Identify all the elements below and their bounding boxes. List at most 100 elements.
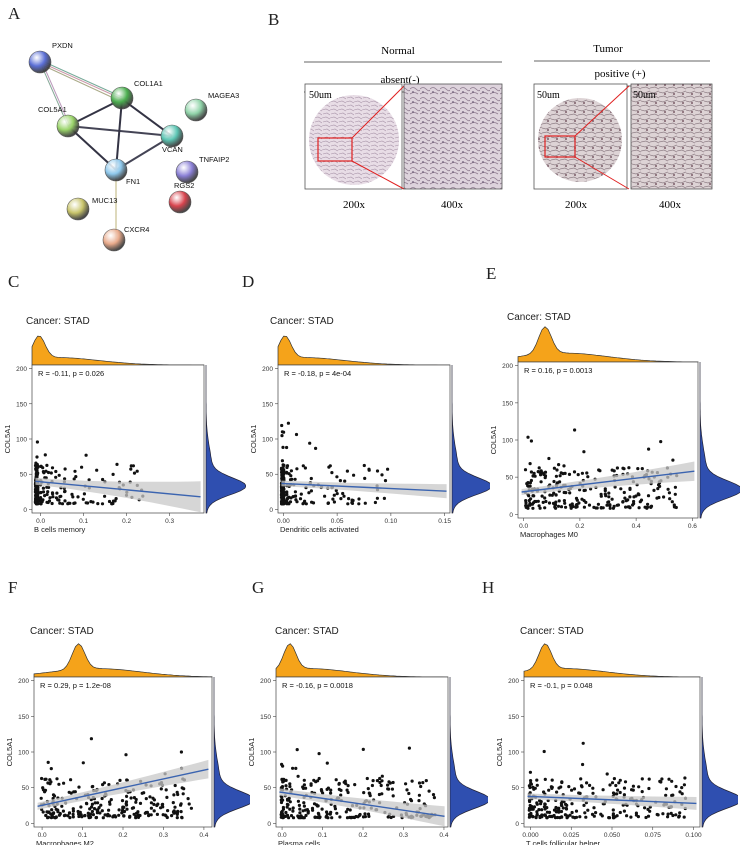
chart-e-point bbox=[529, 470, 533, 474]
chart-e-point bbox=[540, 471, 544, 475]
chart-f-point bbox=[179, 750, 183, 754]
chart-f-point bbox=[48, 782, 52, 786]
chart-e-point bbox=[526, 435, 530, 439]
chart-f-point bbox=[134, 800, 138, 804]
chart-h-point bbox=[622, 786, 627, 790]
chart-c-point bbox=[34, 499, 38, 504]
chart-d-point bbox=[301, 464, 305, 468]
chart-f-point bbox=[55, 777, 59, 781]
chart-h-point bbox=[529, 781, 533, 785]
chart-h-point bbox=[542, 749, 546, 754]
chart-g-point bbox=[344, 810, 348, 814]
chart-f-point bbox=[88, 815, 92, 820]
chart-g-point bbox=[346, 790, 350, 795]
chart-g-xtick-label: 0.2 bbox=[358, 832, 367, 839]
chart-e-point bbox=[536, 470, 540, 474]
network-node-ball-tnfaip2 bbox=[175, 160, 199, 184]
chart-h-xtick-label: 0.050 bbox=[604, 832, 621, 839]
chart-e-point bbox=[595, 506, 599, 510]
chart-f-point bbox=[61, 809, 65, 813]
chart-h-ytick-label: 200 bbox=[508, 678, 519, 685]
chart-g-point bbox=[409, 797, 413, 802]
chart-g-point bbox=[421, 781, 425, 785]
chart-d-point bbox=[286, 421, 290, 425]
chart-d-point bbox=[352, 473, 356, 477]
chart-e-point bbox=[621, 466, 625, 470]
ihc-tumor-400x bbox=[630, 83, 713, 190]
chart-f-point bbox=[173, 805, 177, 809]
chart-c-point bbox=[63, 477, 67, 481]
chart-f-points bbox=[39, 737, 193, 820]
chart-g-point bbox=[375, 779, 379, 783]
chart-e-point bbox=[646, 494, 651, 498]
chart-f-point bbox=[88, 807, 92, 811]
chart-h-regression-line bbox=[527, 795, 697, 805]
chart-h-point bbox=[574, 809, 579, 813]
chart-c-point bbox=[114, 497, 118, 501]
chart-f-point bbox=[165, 815, 169, 820]
chart-c-point bbox=[45, 463, 49, 467]
chart-f-point bbox=[69, 778, 73, 782]
chart-e-point bbox=[548, 493, 552, 497]
chart-f-point bbox=[89, 737, 93, 741]
chart-d-point bbox=[367, 467, 371, 471]
ihc-tumor-zoom-box bbox=[544, 135, 576, 158]
chart-g-point bbox=[280, 812, 284, 816]
chart-c-ytick-label: 0 bbox=[23, 507, 27, 514]
chart-g-point bbox=[280, 795, 284, 799]
chart-g-point bbox=[306, 811, 310, 815]
network-node-label-vcan: VCAN bbox=[162, 145, 183, 154]
chart-h-point bbox=[527, 808, 531, 812]
chart-d-ytick-label: 50 bbox=[266, 472, 274, 479]
chart-d-point bbox=[375, 496, 379, 500]
chart-e-ytick-label: 100 bbox=[502, 438, 513, 445]
chart-f-point bbox=[149, 801, 153, 805]
chart-g-point bbox=[358, 812, 362, 817]
chart-g-point bbox=[304, 813, 308, 818]
chart-e-point bbox=[568, 491, 572, 495]
chart-h-point bbox=[557, 786, 561, 790]
chart-c-point bbox=[87, 478, 91, 482]
chart-h-point bbox=[617, 781, 621, 785]
chart-e-point bbox=[668, 497, 672, 501]
chart-e-point bbox=[587, 503, 592, 507]
chart-h-point bbox=[680, 786, 684, 790]
chart-h-point bbox=[612, 777, 616, 781]
chart-h-point bbox=[611, 812, 615, 816]
chart-d-point bbox=[323, 494, 327, 498]
chart-d-point bbox=[307, 491, 311, 495]
chart-g-point bbox=[353, 783, 357, 787]
chart-h-point bbox=[631, 784, 635, 788]
chart-f-point bbox=[49, 816, 54, 820]
chart-g-point bbox=[368, 794, 372, 798]
chart-f-ylabel: COL5A1 bbox=[5, 738, 14, 767]
chart-g-point bbox=[432, 796, 436, 800]
chart-f-point bbox=[142, 791, 146, 795]
chart-f-point bbox=[60, 804, 64, 808]
chart-e-point bbox=[555, 468, 559, 472]
chart-d-point bbox=[285, 490, 289, 494]
chart-e-point bbox=[532, 471, 536, 475]
chart-e-density-right bbox=[699, 362, 740, 519]
chart-f-point bbox=[120, 799, 125, 803]
chart-c-point bbox=[34, 494, 38, 498]
chart-h-point bbox=[542, 790, 546, 794]
chart-g-point bbox=[350, 815, 354, 819]
chart-h-point bbox=[670, 779, 674, 783]
network-node-tnfaip2: TNFAIP2 bbox=[175, 155, 229, 184]
chart-e-point bbox=[533, 474, 537, 478]
chart-f-point bbox=[71, 807, 75, 811]
ihc-normal-zoom-line-top bbox=[351, 85, 405, 139]
chart-f-point bbox=[107, 783, 111, 787]
chart-h-point bbox=[659, 780, 663, 784]
chart-g-point bbox=[291, 766, 295, 770]
chart-f-point bbox=[128, 814, 132, 818]
chart-c-point bbox=[73, 501, 77, 505]
chart-h-point bbox=[623, 780, 628, 784]
chart-h-ytick-label: 50 bbox=[512, 785, 520, 792]
ihc-panel: Normal absent(-) Tumor positive (+) 50um… bbox=[304, 43, 713, 211]
chart-g-point bbox=[388, 781, 392, 785]
network-node-label-col5a1: COL5A1 bbox=[38, 105, 67, 114]
chart-d-point bbox=[330, 471, 334, 475]
chart-f-point bbox=[91, 813, 95, 817]
